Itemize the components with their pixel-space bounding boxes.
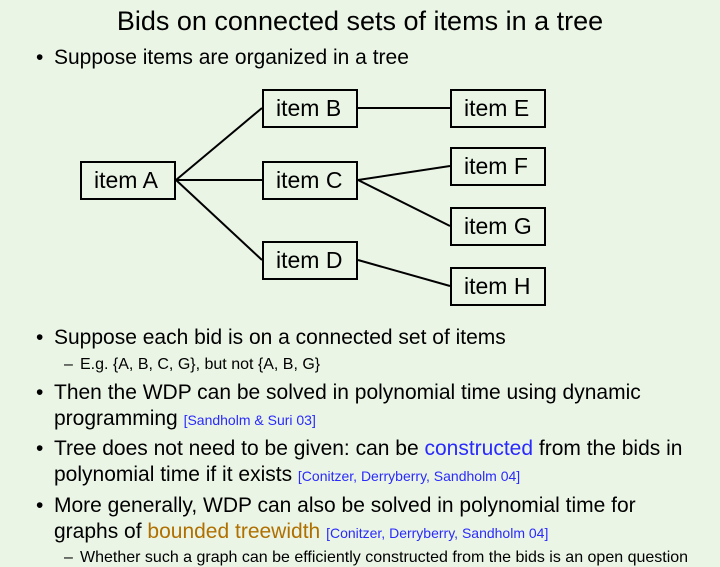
sub-bullet: E.g. {A, B, C, G}, but not {A, B, G} xyxy=(64,356,700,374)
bullet: Then the WDP can be solved in polynomial… xyxy=(36,380,700,433)
tree-node-F: item F xyxy=(450,147,546,186)
sub-bullet: Whether such a graph can be efficiently … xyxy=(64,549,700,567)
tree-node-H: item H xyxy=(450,267,546,306)
bullet-top-1: Suppose items are organized in a tree xyxy=(36,45,700,71)
citation: [Conitzer, Derryberry, Sandholm 04] xyxy=(298,468,520,484)
tree-node-A: item A xyxy=(80,161,176,200)
citation: [Conitzer, Derryberry, Sandholm 04] xyxy=(326,525,548,541)
bottom-bullets: Suppose each bid is on a connected set o… xyxy=(0,317,720,567)
tree-node-G: item G xyxy=(450,207,546,246)
bullet: Tree does not need to be given: can be c… xyxy=(36,436,700,489)
tree-node-E: item E xyxy=(450,89,546,128)
bullet: More generally, WDP can also be solved i… xyxy=(36,493,700,546)
tree-node-D: item D xyxy=(262,241,358,280)
bullet: Suppose each bid is on a connected set o… xyxy=(36,325,700,351)
page-title: Bids on connected sets of items in a tre… xyxy=(0,0,720,37)
citation: [Sandholm & Suri 03] xyxy=(184,412,316,428)
tree-node-C: item C xyxy=(262,161,358,200)
tree-node-B: item B xyxy=(262,89,358,128)
tree-diagram: item A item B item C item D item E item F item… xyxy=(0,75,720,315)
top-bullets: Suppose items are organized in a tree xyxy=(0,37,720,71)
